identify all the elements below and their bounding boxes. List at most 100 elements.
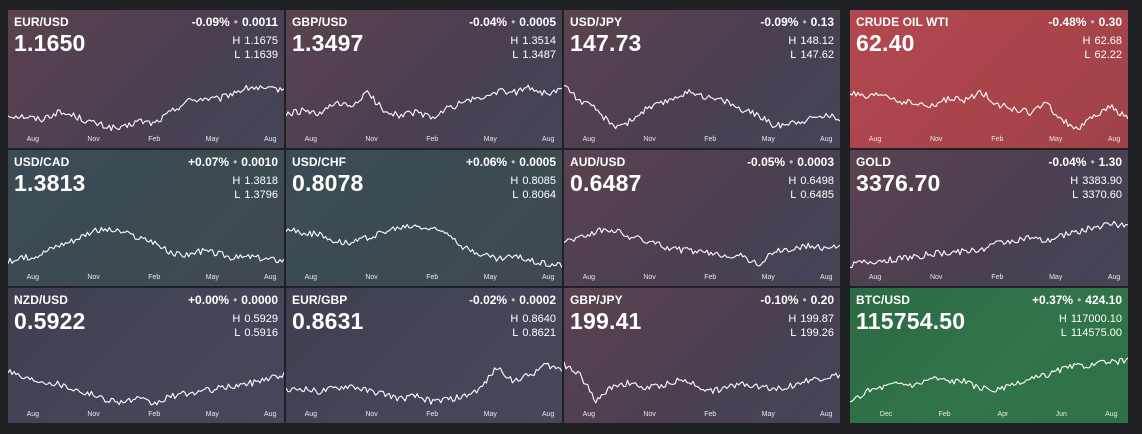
change-absolute: 0.20 xyxy=(810,293,834,307)
change-absolute: 424.10 xyxy=(1085,293,1122,307)
day-high: H 0.8085 xyxy=(510,174,556,188)
time-axis-label: Aug xyxy=(26,136,40,143)
sparkline-svg xyxy=(564,85,840,130)
day-high-label: H xyxy=(232,35,241,47)
sparkline-line xyxy=(850,89,1128,131)
day-high: H 117000.10 xyxy=(1059,312,1122,326)
sparkline-svg xyxy=(850,220,1128,269)
day-high-label: H xyxy=(510,175,519,187)
day-low: L 1.3487 xyxy=(510,48,556,62)
day-low-value: 0.5916 xyxy=(244,327,278,339)
change-percent: -0.48% xyxy=(1048,15,1087,29)
ticker-tile-aud-usd[interactable]: AUD/USD -0.05% • 0.0003 0.6487 H 0.6498 L 0.6485… xyxy=(564,150,840,286)
time-axis-label: Nov xyxy=(87,411,100,418)
ticker-tile-gbp-jpy[interactable]: GBP/JPY -0.10% • 0.20 199.41 H 199.87 L 199.26 Au… xyxy=(564,288,840,423)
ticker-tile-usd-chf[interactable]: USD/CHF +0.06% • 0.0005 0.8078 H 0.8085 L 0.8064… xyxy=(286,150,562,286)
day-low-label: L xyxy=(234,327,241,339)
change-absolute: 0.0003 xyxy=(797,155,834,169)
day-low: L 0.5916 xyxy=(232,326,278,340)
high-low-readout: H 199.87 L 199.26 xyxy=(788,312,834,340)
day-high-value: 0.6498 xyxy=(800,175,834,187)
ticker-tile-crude-oil-wti[interactable]: CRUDE OIL WTI -0.48% • 0.30 62.40 H 62.68 L 62.2… xyxy=(850,10,1128,148)
time-axis-label: Feb xyxy=(704,274,717,281)
ticker-tile-nzd-usd[interactable]: NZD/USD +0.00% • 0.0000 0.5922 H 0.5929 L 0.5916… xyxy=(8,288,284,423)
ticker-symbol: GOLD xyxy=(856,155,892,169)
change-readout: -0.09% • 0.13 xyxy=(760,15,834,29)
ticker-tile-gold[interactable]: GOLD -0.04% • 1.30 3376.70 H 3383.90 L 3370.60 Au… xyxy=(850,150,1128,286)
time-axis-label: May xyxy=(205,411,219,418)
ticker-tile-usd-jpy[interactable]: USD/JPY -0.09% • 0.13 147.73 H 148.12 L 147.62 Au… xyxy=(564,10,840,148)
sparkline-chart xyxy=(564,354,840,407)
time-axis-label: May xyxy=(205,274,219,281)
day-high-label: H xyxy=(1070,175,1079,187)
time-axis-label: Feb xyxy=(426,274,439,281)
ticker-symbol: NZD/USD xyxy=(14,293,69,307)
day-high: H 0.6498 xyxy=(788,174,834,188)
high-low-readout: H 0.8085 L 0.8064 xyxy=(510,174,556,202)
day-high-value: 148.12 xyxy=(800,35,834,47)
sparkline-svg xyxy=(8,369,284,406)
time-axis-label: Aug xyxy=(819,274,833,281)
day-low: L 1.1639 xyxy=(232,48,278,62)
last-price: 115754.50 xyxy=(856,308,966,334)
day-low-value: 3370.60 xyxy=(1082,189,1122,201)
last-price: 0.6487 xyxy=(570,170,642,196)
last-price: 0.8631 xyxy=(292,308,364,334)
last-price: 1.3497 xyxy=(292,30,364,56)
sparkline-chart xyxy=(286,76,562,132)
time-axis-label: Feb xyxy=(704,411,717,418)
time-axis-label: Feb xyxy=(426,411,439,418)
day-high-value: 117000.10 xyxy=(1070,313,1122,325)
time-axis-label: Nov xyxy=(365,274,378,281)
time-axis-label: Apr xyxy=(997,411,1009,418)
sparkline-svg xyxy=(286,223,562,269)
change-percent: +0.37% xyxy=(1032,293,1074,307)
day-high-label: H xyxy=(1082,35,1091,47)
day-low: L 199.26 xyxy=(788,326,834,340)
ticker-symbol: AUD/USD xyxy=(570,155,626,169)
time-axis-label: Feb xyxy=(148,411,161,418)
change-absolute: 0.0002 xyxy=(519,293,556,307)
time-axis-label: Feb xyxy=(991,274,1004,281)
last-price: 199.41 xyxy=(570,308,642,334)
time-axis-label: May xyxy=(1049,136,1063,143)
time-axis: Dec Feb Apr Jun Aug xyxy=(850,411,1128,421)
day-low-label: L xyxy=(790,327,797,339)
day-high-label: H xyxy=(232,175,241,187)
high-low-readout: H 1.3514 L 1.3487 xyxy=(510,34,556,62)
ticker-tile-gbp-usd[interactable]: GBP/USD -0.04% • 0.0005 1.3497 H 1.3514 L 1.3487… xyxy=(286,10,562,148)
ticker-tile-btc-usd[interactable]: BTC/USD +0.37% • 424.10 115754.50 H 117000.10 L… xyxy=(850,288,1128,423)
time-axis: Aug Nov Feb May Aug xyxy=(8,274,284,284)
sparkline-line xyxy=(8,369,284,406)
time-axis-label: Aug xyxy=(263,274,277,281)
sparkline-svg xyxy=(850,89,1128,131)
sparkline-svg xyxy=(564,361,840,404)
day-low: L 3370.60 xyxy=(1070,188,1122,202)
time-axis-label: Aug xyxy=(819,136,833,143)
sparkline-line xyxy=(564,85,840,130)
ticker-tile-eur-gbp[interactable]: EUR/GBP -0.02% • 0.0002 0.8631 H 0.8640 L 0.8621… xyxy=(286,288,562,423)
time-axis-label: Nov xyxy=(365,136,378,143)
time-axis-label: Nov xyxy=(643,136,656,143)
time-axis-label: May xyxy=(205,136,219,143)
day-low: L 0.8064 xyxy=(510,188,556,202)
time-axis-label: Feb xyxy=(148,136,161,143)
separator-dot-icon: • xyxy=(789,155,794,169)
change-absolute: 0.0005 xyxy=(519,155,556,169)
day-low: L 147.62 xyxy=(788,48,834,62)
sparkline-svg xyxy=(286,362,562,405)
day-low-label: L xyxy=(1060,327,1067,339)
ticker-symbol: USD/JPY xyxy=(570,15,623,29)
change-absolute: 0.30 xyxy=(1098,15,1122,29)
time-axis-label: May xyxy=(483,411,497,418)
ticker-tile-eur-usd[interactable]: EUR/USD -0.09% • 0.0011 1.1650 H 1.1675 L 1.1639… xyxy=(8,10,284,148)
day-high-label: H xyxy=(788,313,797,325)
ticker-tile-usd-cad[interactable]: USD/CAD +0.07% • 0.0010 1.3813 H 1.3818 L 1.3796… xyxy=(8,150,284,286)
day-low-value: 114575.00 xyxy=(1070,327,1122,339)
day-high: H 199.87 xyxy=(788,312,834,326)
time-axis: Aug Nov Feb May Aug xyxy=(8,136,284,146)
change-absolute: 0.0000 xyxy=(241,293,278,307)
time-axis: Aug Nov Feb May Aug xyxy=(564,136,840,146)
time-axis-label: Aug xyxy=(868,274,882,281)
last-price: 1.1650 xyxy=(14,30,86,56)
